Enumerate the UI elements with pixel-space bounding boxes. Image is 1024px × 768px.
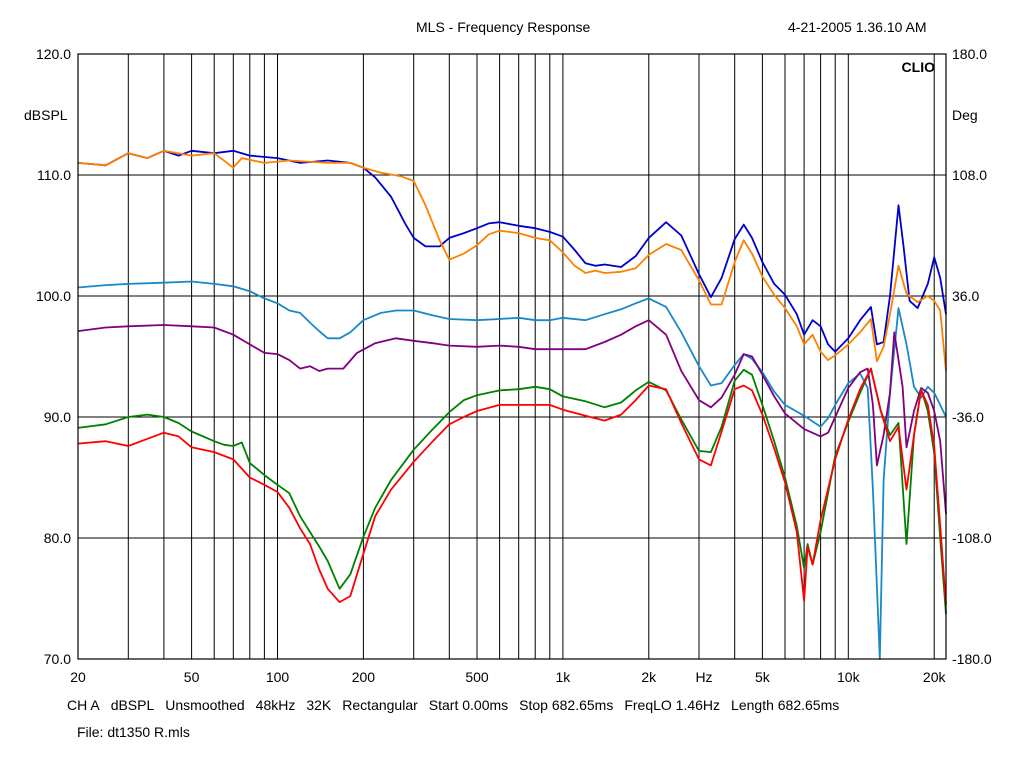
y-tick-label: 100.0: [36, 288, 71, 304]
chart-title: MLS - Frequency Response: [416, 19, 591, 35]
vertical-grid: [127, 54, 935, 659]
plot-frame: [77, 53, 947, 660]
x-tick-label: 2k: [641, 669, 657, 685]
y2-tick-label: -108.0: [952, 530, 992, 546]
y-tick-label: 70.0: [44, 651, 71, 667]
y2-tick-label: -36.0: [952, 409, 984, 425]
series-layer: [77, 149, 947, 660]
status-item: Rectangular: [342, 697, 418, 713]
y-tick-label: 80.0: [44, 530, 71, 546]
y2-tick-label: 36.0: [952, 288, 979, 304]
file-label: File: dt1350 R.mls: [77, 724, 190, 740]
y-tick-label: 90.0: [44, 409, 71, 425]
y2-tick-labels: 180.0 108.0 36.0 -36.0 -108.0 -180.0: [952, 46, 992, 667]
y-tick-label: 110.0: [37, 167, 71, 183]
x-tick-label: 100: [266, 669, 290, 685]
x-tick-label: 500: [465, 669, 489, 685]
series-line-3: [77, 280, 947, 660]
x-tick-label: 200: [352, 669, 376, 685]
status-item: Start 0.00ms: [428, 697, 509, 713]
x-tick-label: 50: [184, 669, 200, 685]
status-item: dBSPL: [110, 697, 155, 713]
x-tick-labels: 20 50 100 200 500 1k 2k 5k 10k 20k: [70, 669, 946, 685]
y-axis-label: dBSPL: [24, 107, 68, 123]
x-axis-unit-label: Hz: [695, 669, 712, 685]
status-item: CH A: [67, 697, 100, 713]
x-tick-label: 20: [70, 669, 86, 685]
y2-tick-label: 108.0: [952, 167, 987, 183]
status-item: Stop 682.65ms: [519, 697, 614, 713]
status-item: FreqLO 1.46Hz: [624, 697, 721, 713]
series-line-6: [77, 367, 947, 605]
series-line-2: [77, 149, 947, 372]
y-tick-label: 120.0: [36, 46, 71, 62]
status-item: Unsmoothed: [165, 697, 245, 713]
status-item: 32K: [306, 697, 332, 713]
y2-tick-label: 180.0: [952, 46, 987, 62]
series-line-1: [77, 149, 947, 353]
status-item: 48kHz: [255, 697, 296, 713]
y2-axis-label: Deg: [952, 107, 978, 123]
plot-background: [78, 54, 946, 659]
status-item: Length 682.65ms: [731, 697, 840, 713]
x-tick-label: 5k: [755, 669, 771, 685]
series-line-4: [77, 319, 947, 514]
x-tick-label: 20k: [923, 669, 947, 685]
status-bar: CH A dBSPL Unsmoothed 48kHz 32K Rectangular St…: [67, 697, 850, 713]
timestamp: 4-21-2005 1.36.10 AM: [788, 19, 927, 35]
series-line-5: [77, 367, 947, 615]
x-tick-label: 1k: [556, 669, 572, 685]
y2-tick-label: -180.0: [952, 651, 992, 667]
x-tick-label: 10k: [837, 669, 861, 685]
y-tick-labels: 120.0 110.0 100.0 90.0 80.0 70.0: [36, 46, 71, 667]
clio-logo: CLIO: [902, 59, 936, 75]
